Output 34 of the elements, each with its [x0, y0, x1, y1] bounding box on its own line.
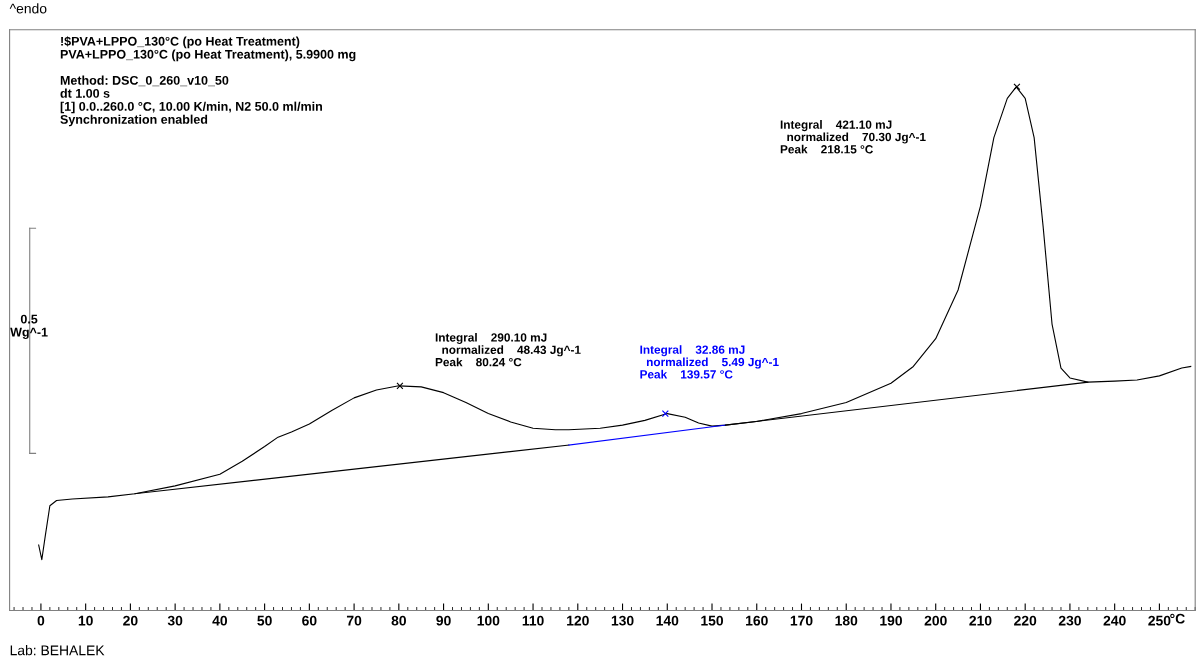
x-tick-label: 120 [567, 615, 589, 626]
x-tick-label: 150 [701, 615, 724, 626]
x-tick-label: 10 [78, 615, 93, 626]
x-tick-label: 170 [790, 615, 813, 626]
annotation: Integral 32.86 mJ normalized 5.49 Jg^-1 Peak 139.57 °C [640, 345, 779, 379]
x-tick-label: 0 [37, 615, 45, 626]
x-tick-label: 80 [391, 615, 406, 626]
x-tick-label: 50 [257, 615, 272, 626]
annotation: Integral 290.10 mJ normalized 48.43 Jg^-1 Peak 80.24 °C [435, 332, 581, 367]
x-tick-label: 70 [346, 615, 362, 626]
text: ^endo [9, 3, 47, 14]
x-tick-label: 30 [167, 615, 183, 626]
annotation: !$PVA+LPPO_130°C (po Heat Treatment) PVA+LPPO_130°C (po Heat Treatment), 5.9900 mg Method: DSC_0_260_v10_50 dt 1.00 s [1] 0.0..260.0 °C, 10.00 K/min, N2 50.0 ml/min Synchronization enabled [60, 36, 356, 127]
x-tick-label: 230 [1058, 615, 1081, 626]
x-tick-label: 250 [1148, 615, 1171, 626]
x-tick-label: 110 [522, 615, 544, 626]
x-tick-label: 210 [969, 615, 992, 626]
x-tick-label: 20 [123, 615, 138, 626]
x-tick-label: 90 [436, 615, 451, 626]
annotation: Integral 421.10 mJ normalized 70.30 Jg^-1 Peak 218.15 °C [780, 120, 926, 154]
x-tick-label: 40 [212, 615, 228, 626]
annotation: 0.5 Wg^-1 [10, 314, 48, 340]
x-tick-label: 140 [656, 615, 679, 626]
x-tick-label: 220 [1014, 615, 1037, 626]
x-tick-label: 190 [880, 615, 902, 626]
x-tick-label: 200 [924, 615, 947, 626]
x-axis-title: °C [1170, 613, 1185, 624]
x-tick-label: 130 [611, 615, 634, 626]
text: Lab: BEHALEK [10, 645, 105, 656]
x-tick-label: 60 [302, 615, 317, 626]
x-tick-label: 240 [1103, 615, 1126, 626]
x-tick-label: 180 [835, 615, 858, 626]
x-tick-label: 100 [477, 615, 500, 626]
x-tick-label: 160 [746, 615, 768, 626]
